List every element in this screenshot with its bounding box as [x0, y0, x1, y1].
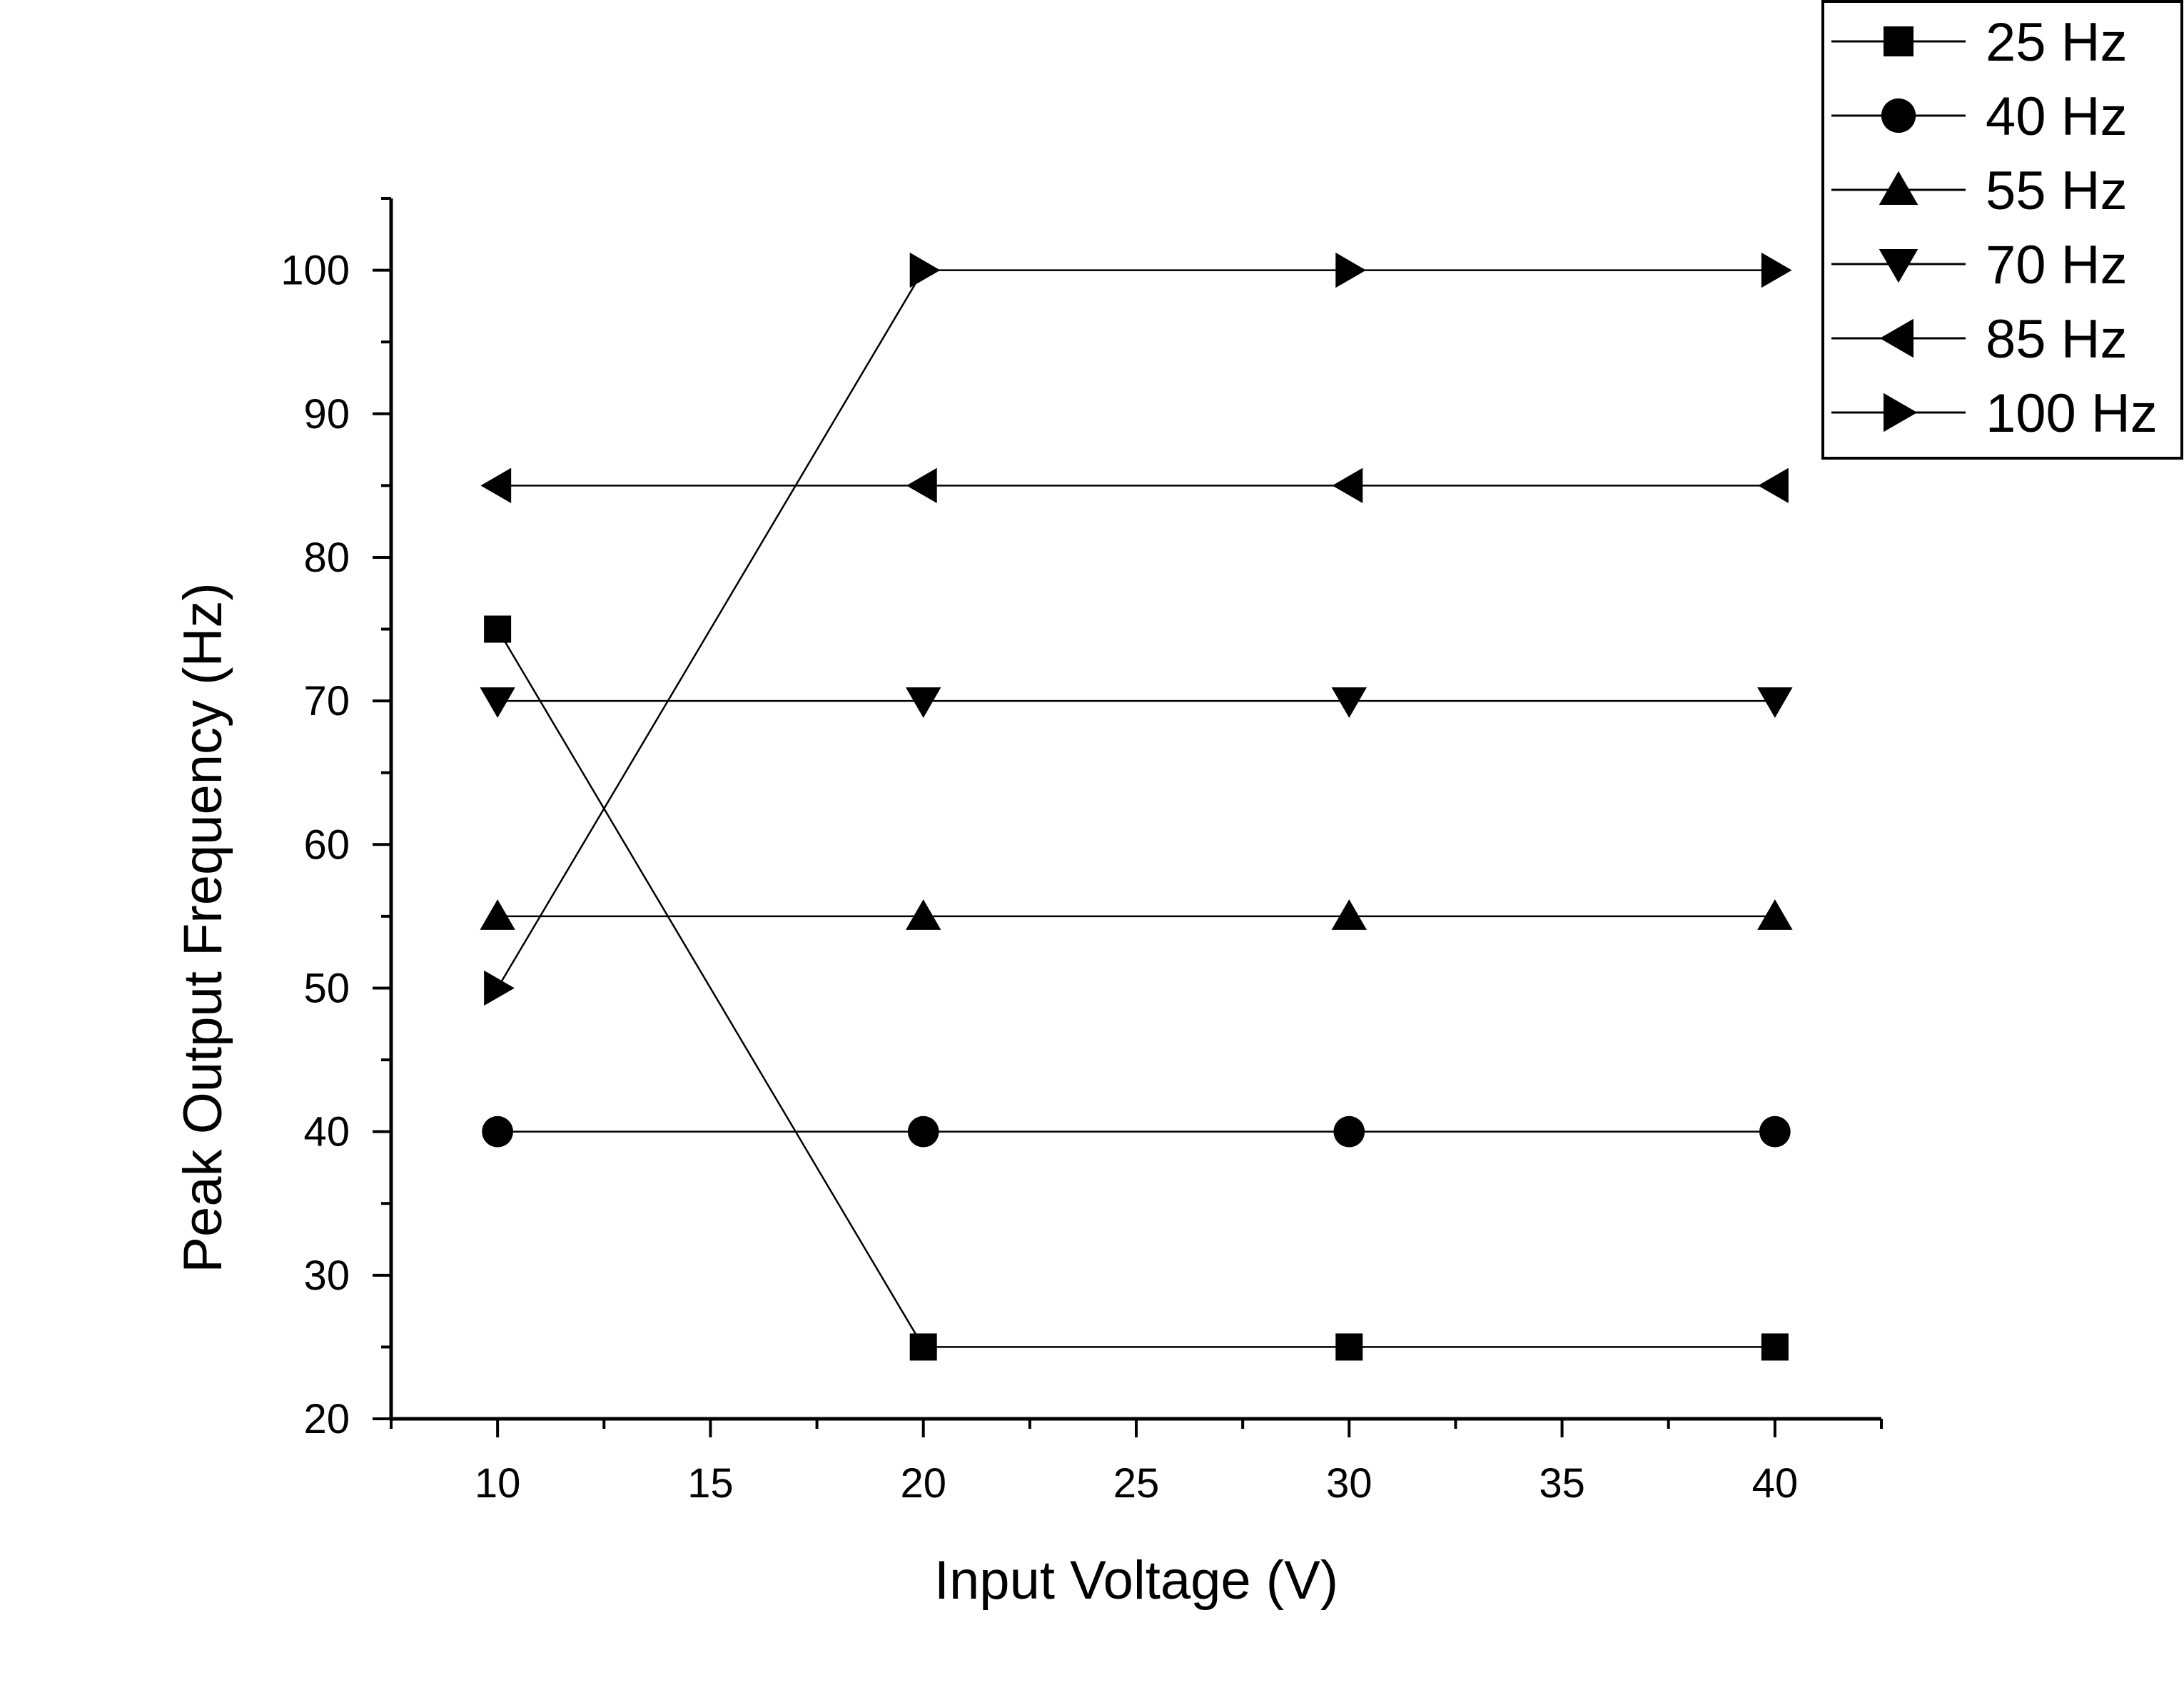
- legend-box: [1821, 0, 2183, 460]
- series-line: [497, 628, 1775, 1348]
- series-triangle-down: [480, 687, 1793, 718]
- data-point: [1759, 1115, 1791, 1148]
- series-triangle-left: [480, 467, 1789, 504]
- data-point: [1757, 899, 1793, 930]
- x-tick-label: 35: [1539, 1460, 1585, 1507]
- series-line: [497, 269, 1775, 989]
- data-point: [480, 899, 515, 930]
- x-axis-title: Input Voltage (V): [934, 1550, 1338, 1611]
- data-point: [1757, 687, 1793, 718]
- data-point: [1331, 687, 1367, 718]
- y-tick-label: 80: [303, 535, 350, 581]
- axes: 10 15 20 25 30 35 40 20 30 40 50 60 70 80 90 100: [280, 197, 1883, 1507]
- data-point: [909, 1333, 937, 1361]
- y-tick-label: 100: [280, 248, 350, 294]
- series-circle: [482, 1115, 1791, 1148]
- y-tick-label: 20: [303, 1396, 350, 1442]
- series-layer: [480, 252, 1793, 1361]
- x-tick-label: 40: [1752, 1460, 1799, 1507]
- data-point: [484, 970, 515, 1006]
- legend-marker: [1881, 98, 1916, 133]
- legend-item: 100 Hz: [1831, 383, 2158, 444]
- data-point: [484, 615, 512, 643]
- x-tick-label: 30: [1326, 1460, 1372, 1507]
- y-tick-label: 50: [303, 965, 350, 1011]
- x-tick-label: 25: [1113, 1460, 1160, 1507]
- legend-label: 85 Hz: [1986, 309, 2128, 370]
- data-point: [1761, 252, 1792, 288]
- legend-label: 40 Hz: [1986, 86, 2128, 147]
- data-point: [1335, 1333, 1363, 1361]
- series-square: [484, 615, 1789, 1361]
- data-point: [1333, 1115, 1365, 1148]
- legend-marker: [1879, 249, 1918, 283]
- data-point: [1331, 899, 1367, 930]
- y-tick-label: 60: [303, 821, 350, 868]
- data-point: [1335, 252, 1367, 288]
- y-tick-label: 70: [303, 678, 350, 724]
- y-tick-label: 30: [303, 1253, 350, 1299]
- legend-item: 55 Hz: [1831, 161, 2128, 221]
- legend-item: 25 Hz: [1831, 12, 2128, 73]
- y-tick-label: 90: [303, 391, 350, 437]
- series-triangle-up: [480, 899, 1793, 930]
- legend-label: 70 Hz: [1986, 235, 2128, 295]
- data-point: [1332, 467, 1363, 504]
- legend-label: 55 Hz: [1986, 161, 2128, 221]
- x-tick-label: 20: [900, 1460, 946, 1507]
- data-point: [909, 252, 941, 288]
- data-point: [906, 899, 941, 930]
- data-point: [480, 687, 515, 718]
- legend-label: 25 Hz: [1986, 12, 2128, 73]
- legend: 25 Hz 40 Hz 55 Hz 70 Hz 85 Hz 100 Hz: [1821, 0, 2183, 460]
- legend-item: 70 Hz: [1831, 235, 2128, 295]
- data-point: [482, 1115, 513, 1148]
- y-axis-title: Peak Output Frequency (Hz): [173, 582, 233, 1273]
- series-triangle-right: [484, 252, 1792, 1006]
- x-tick-label: 15: [687, 1460, 734, 1507]
- legend-marker: [1884, 393, 1918, 432]
- legend-item: 40 Hz: [1831, 86, 2128, 147]
- data-point: [1758, 467, 1789, 504]
- legend-label: 100 Hz: [1986, 383, 2158, 444]
- legend-item: 85 Hz: [1831, 309, 2128, 370]
- legend-marker: [1884, 26, 1913, 56]
- data-point: [906, 687, 941, 718]
- data-point: [480, 467, 512, 504]
- x-tick-label: 10: [475, 1460, 521, 1507]
- y-tick-label: 40: [303, 1109, 350, 1155]
- legend-marker: [1879, 171, 1918, 205]
- data-point: [906, 467, 937, 504]
- data-point: [907, 1115, 939, 1148]
- data-point: [1761, 1333, 1789, 1361]
- legend-marker: [1879, 318, 1913, 358]
